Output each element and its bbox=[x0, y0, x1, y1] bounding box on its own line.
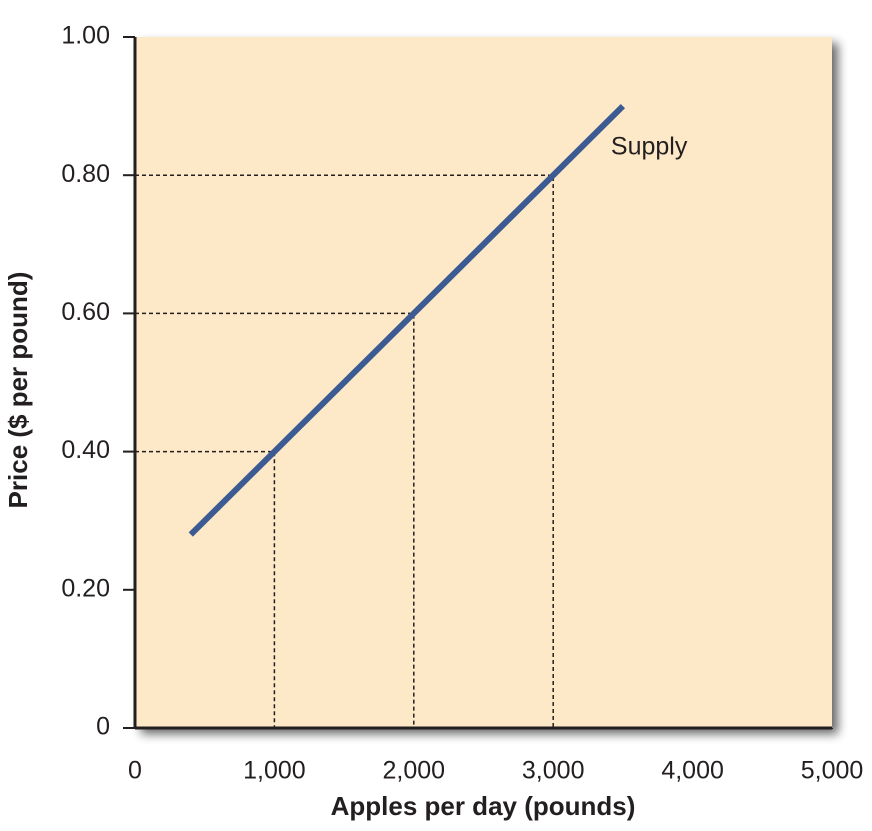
plot-background bbox=[135, 37, 832, 728]
line-label: Supply bbox=[611, 133, 688, 161]
y-tick-label: 0.20 bbox=[61, 574, 110, 602]
x-tick-label: 4,000 bbox=[661, 757, 724, 785]
y-axis-title: Price ($ per pound) bbox=[3, 272, 33, 509]
x-tick-label: 5,000 bbox=[801, 757, 864, 785]
guide-line bbox=[135, 174, 554, 728]
x-axis-title: Apples per day (pounds) bbox=[331, 791, 636, 821]
y-tick-label: 0.40 bbox=[61, 436, 110, 464]
y-tick-label: 0 bbox=[96, 713, 110, 741]
y-tick-label: 0.60 bbox=[61, 298, 110, 326]
x-tick-label: 1,000 bbox=[243, 757, 306, 785]
x-tick-label: 2,000 bbox=[383, 757, 446, 785]
x-tick-label: 3,000 bbox=[522, 757, 585, 785]
y-tick-label: 1.00 bbox=[61, 22, 110, 50]
supply-line bbox=[188, 103, 626, 537]
y-tick-label: 0.80 bbox=[61, 160, 110, 188]
guide-line bbox=[135, 312, 415, 728]
guide-line bbox=[135, 450, 276, 728]
x-tick-label: 0 bbox=[128, 757, 142, 785]
